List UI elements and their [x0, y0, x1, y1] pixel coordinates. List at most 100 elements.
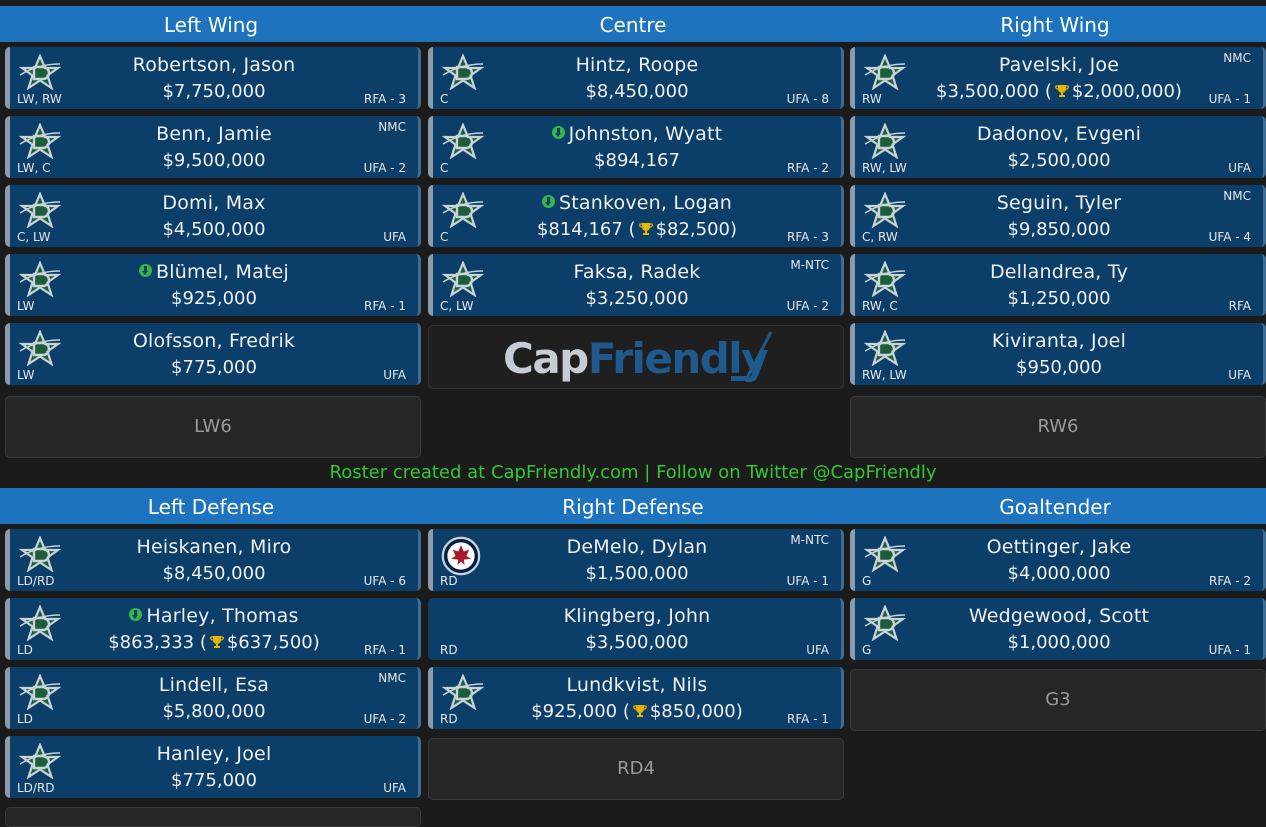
player-card-pavelski-joe[interactable]: Pavelski, Joe $3,500,000 ($2,000,000) RW UF…: [850, 47, 1266, 109]
cap-hit: $9,850,000: [1007, 219, 1111, 240]
player-name[interactable]: Dellandrea, Ty: [855, 261, 1263, 283]
contract-status: UFA - 2: [363, 712, 406, 726]
player-name[interactable]: Heiskanen, Miro: [10, 536, 418, 558]
player-name-text: Wedgewood, Scott: [968, 605, 1150, 627]
player-card-seguin-tyler[interactable]: Seguin, Tyler $9,850,000 C, RW UFA - 4 NMC: [850, 185, 1266, 247]
player-position: LW: [17, 299, 35, 313]
player-position: LD: [17, 712, 33, 726]
player-salary: $9,850,000: [855, 219, 1263, 240]
player-card-oettinger-jake[interactable]: Oettinger, Jake $4,000,000 G RFA - 2: [850, 529, 1266, 591]
player-name[interactable]: Klingberg, John: [433, 605, 841, 627]
player-name[interactable]: Robertson, Jason: [10, 54, 418, 76]
player-card-hintz-roope[interactable]: Hintz, Roope $8,450,000 C UFA - 8: [428, 47, 844, 109]
player-card-benn-jamie[interactable]: Benn, Jamie $9,500,000 LW, C UFA - 2 NMC: [5, 116, 421, 178]
cap-hit: $1,500,000: [585, 563, 689, 584]
cap-hit: $925,000: [171, 288, 257, 309]
player-salary: $8,450,000: [10, 563, 418, 584]
stars-logo-icon: [441, 673, 485, 711]
player-salary: $863,333 ($637,500): [108, 632, 320, 653]
player-name[interactable]: Lundkvist, Nils: [433, 674, 841, 696]
player-name[interactable]: Pavelski, Joe: [855, 54, 1263, 76]
player-card-dadonov-evgeni[interactable]: Dadonov, Evgeni $2,500,000 RW, LW UFA: [850, 116, 1266, 178]
player-card-johnston-wyatt[interactable]: Johnston, Wyatt $894,167 C RFA - 2: [428, 116, 844, 178]
player-position: LW, C: [17, 161, 51, 175]
player-card-stankoven-logan[interactable]: Stankoven, Logan $814,167 ($82,500) C RFA -…: [428, 185, 844, 247]
player-card-heiskanen-miro[interactable]: Heiskanen, Miro $8,450,000 LD/RD UFA - 6: [5, 529, 421, 591]
player-name-text: Hanley, Joel: [156, 743, 272, 765]
player-position: C, LW: [17, 230, 51, 244]
player-position: LW: [17, 368, 35, 382]
player-card-dellandrea-ty[interactable]: Dellandrea, Ty $1,250,000 RW, C RFA: [850, 254, 1266, 316]
contract-status: UFA: [806, 643, 829, 657]
player-name[interactable]: Kiviranta, Joel: [855, 330, 1263, 352]
contract-status: UFA: [1228, 161, 1251, 175]
hockey-stick-icon: [731, 331, 773, 381]
player-card-olofsson-fredrik[interactable]: Olofsson, Fredrik $775,000 LW UFA: [5, 323, 421, 385]
contract-status: UFA: [383, 230, 406, 244]
player-card-demelo-dylan[interactable]: DeMelo, Dylan $1,500,000 RD UFA - 1 M-NTC: [428, 529, 844, 591]
stars-logo-icon: [863, 122, 907, 160]
player-salary: $775,000: [10, 770, 418, 791]
player-position: C, LW: [440, 299, 474, 313]
footer-message[interactable]: Roster created at CapFriendly.com | Foll…: [329, 462, 937, 483]
player-name[interactable]: Seguin, Tyler: [855, 192, 1263, 214]
player-name[interactable]: Harley, Thomas: [10, 605, 418, 627]
player-card-lindell-esa[interactable]: Lindell, Esa $5,800,000 LD UFA - 2 NMC: [5, 667, 421, 729]
player-card-kiviranta-joel[interactable]: Kiviranta, Joel $950,000 RW, LW UFA: [850, 323, 1266, 385]
player-name[interactable]: Stankoven, Logan: [433, 192, 841, 214]
player-name[interactable]: Hanley, Joel: [10, 743, 418, 765]
player-salary: $894,167: [433, 150, 841, 171]
player-name-text: Heiskanen, Miro: [136, 536, 292, 558]
player-card-robertson-jason[interactable]: Robertson, Jason $7,750,000 LW, RW RFA - 3: [5, 47, 421, 109]
player-name[interactable]: Dadonov, Evgeni: [855, 123, 1263, 145]
player-card-bl-mel-matej[interactable]: Blümel, Matej $925,000 LW RFA - 1: [5, 254, 421, 316]
empty-slot-ld5[interactable]: [5, 807, 421, 827]
empty-slot-rw6[interactable]: RW6: [850, 396, 1266, 458]
player-name[interactable]: DeMelo, Dylan: [433, 536, 841, 558]
empty-slot-rd4[interactable]: RD4: [428, 738, 844, 800]
empty-slot-lw6[interactable]: LW6: [5, 396, 421, 458]
trophy-icon: [209, 633, 224, 648]
recall-down-arrow-icon: [541, 195, 555, 208]
player-card-hanley-joel[interactable]: Hanley, Joel $775,000 LD/RD UFA: [5, 736, 421, 798]
player-name[interactable]: Blümel, Matej: [10, 261, 418, 283]
player-card-harley-thomas[interactable]: Harley, Thomas $863,333 ($637,500) LD RFA -…: [5, 598, 421, 660]
player-name-text: Benn, Jamie: [156, 123, 272, 145]
performance-bonus: $2,000,000: [1071, 81, 1175, 102]
player-position: G: [862, 574, 872, 588]
trade-clause-badge: NMC: [378, 671, 406, 685]
player-position: LD/RD: [17, 781, 55, 795]
contract-status: UFA - 4: [1208, 230, 1251, 244]
player-card-lundkvist-nils[interactable]: Lundkvist, Nils $925,000 ($850,000) RD RFA …: [428, 667, 844, 729]
cap-hit: $925,000: [531, 701, 618, 722]
player-name[interactable]: Olofsson, Fredrik: [10, 330, 418, 352]
player-name-text: Domi, Max: [162, 192, 266, 214]
player-card-wedgewood-scott[interactable]: Wedgewood, Scott $1,000,000 G UFA - 1: [850, 598, 1266, 660]
player-name[interactable]: Johnston, Wyatt: [433, 123, 841, 145]
contract-status: RFA - 3: [787, 230, 829, 244]
player-name-text: Johnston, Wyatt: [568, 123, 723, 145]
player-card-klingberg-john[interactable]: Klingberg, John $3,500,000 RD UFA: [428, 598, 844, 660]
player-name[interactable]: Domi, Max: [10, 192, 418, 214]
player-name[interactable]: Lindell, Esa: [10, 674, 418, 696]
player-name-text: Stankoven, Logan: [558, 192, 733, 214]
player-salary: $7,750,000: [10, 81, 418, 102]
player-salary: $2,500,000: [855, 150, 1263, 171]
empty-slot-g3[interactable]: G3: [850, 669, 1266, 731]
contract-status: UFA: [1228, 368, 1251, 382]
player-name[interactable]: Benn, Jamie: [10, 123, 418, 145]
recall-down-arrow-icon: [139, 264, 153, 277]
player-name[interactable]: Faksa, Radek: [433, 261, 841, 283]
header-centre: Centre: [599, 13, 667, 37]
trade-clause-badge: NMC: [1223, 189, 1251, 203]
player-name[interactable]: Wedgewood, Scott: [855, 605, 1263, 627]
player-card-faksa-radek[interactable]: Faksa, Radek $3,250,000 C, LW UFA - 2 M-NTC: [428, 254, 844, 316]
cap-hit: $775,000: [171, 770, 257, 791]
forwards-header: Left Wing Centre Right Wing: [0, 6, 1266, 42]
jets-logo-icon: [441, 536, 485, 576]
player-name[interactable]: Hintz, Roope: [433, 54, 841, 76]
cap-hit: $863,333: [108, 632, 195, 653]
player-card-domi-max[interactable]: Domi, Max $4,500,000 C, LW UFA: [5, 185, 421, 247]
player-name-text: Klingberg, John: [563, 605, 711, 627]
player-name[interactable]: Oettinger, Jake: [855, 536, 1263, 558]
